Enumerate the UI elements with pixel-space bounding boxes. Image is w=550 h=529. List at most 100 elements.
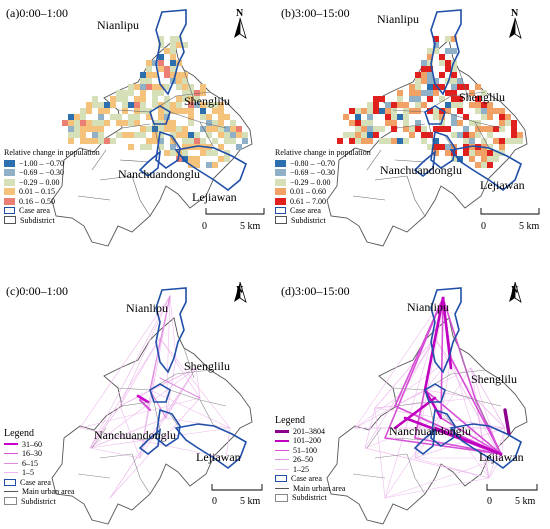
- heat-cell: [164, 126, 170, 132]
- heat-cell: [128, 114, 134, 120]
- flow-line: [89, 367, 197, 449]
- heat-cell: [176, 126, 182, 132]
- heat-cell: [194, 138, 200, 144]
- heat-cell: [98, 102, 104, 108]
- heat-cell: [134, 96, 140, 102]
- heat-cell: [337, 138, 343, 144]
- legend-item: −0.29 – 0.00: [275, 178, 371, 188]
- heat-cell: [170, 108, 176, 114]
- heat-cell: [188, 114, 194, 120]
- legend-label: −0.69 – −0.30: [19, 168, 65, 177]
- legend-item: 0.01 – 0.60: [275, 187, 371, 197]
- legend-d: Legend 201–3804 101–200 51–100 26–50 1–2…: [275, 416, 345, 503]
- case-area-outline: [424, 383, 446, 403]
- heat-cell: [68, 126, 74, 132]
- case-area-outline: [449, 423, 522, 470]
- heat-cell: [391, 114, 397, 120]
- panel-a: (a)0:00–1:00 Nianlipu Shenglilu Nanchuan…: [0, 0, 275, 264]
- heat-cell: [427, 72, 433, 78]
- heat-cell: [86, 102, 92, 108]
- legend-line: [275, 439, 289, 442]
- flow-line: [503, 408, 511, 436]
- flow-line: [384, 295, 446, 499]
- heat-cell: [236, 126, 242, 132]
- heat-cell: [182, 42, 188, 48]
- flow-line: [423, 296, 445, 392]
- heat-cell: [194, 156, 200, 162]
- subdistrict-line: [458, 347, 470, 379]
- heat-cell: [457, 84, 463, 90]
- case-area-outline: [149, 383, 171, 403]
- flow-line: [149, 367, 197, 391]
- heat-cell: [158, 42, 164, 48]
- legend-item: Main urban area: [4, 487, 74, 497]
- heat-cell: [242, 138, 248, 144]
- scale-zero: 0: [202, 221, 207, 232]
- heat-cell: [457, 108, 463, 114]
- heat-cell: [218, 102, 224, 108]
- heat-cell: [116, 90, 122, 96]
- heat-cell: [176, 132, 182, 138]
- legend-label: 101–200: [293, 436, 321, 445]
- heat-cell: [439, 96, 445, 102]
- flow-line: [169, 295, 177, 359]
- legend-swatch: [275, 207, 286, 215]
- subdistrict-line: [428, 123, 436, 153]
- heat-cell: [86, 126, 92, 132]
- heat-cell: [451, 36, 457, 42]
- legend-item: 1–5: [4, 468, 74, 478]
- flow-line: [384, 437, 502, 455]
- heat-cell: [421, 138, 427, 144]
- heat-cell: [164, 114, 170, 120]
- heat-cell: [122, 132, 128, 138]
- heat-cell: [146, 72, 152, 78]
- heat-cell: [206, 114, 212, 120]
- heat-cell: [433, 36, 439, 42]
- heat-cell: [164, 84, 170, 90]
- heat-cell: [176, 72, 182, 78]
- heat-cell: [349, 120, 355, 126]
- heat-cell: [104, 108, 110, 114]
- heat-cell: [92, 126, 98, 132]
- legend-swatch: [4, 497, 17, 506]
- heat-cell: [463, 114, 469, 120]
- heat-cell: [194, 96, 200, 102]
- legend-title: Legend: [4, 428, 34, 439]
- subdistrict-line: [352, 195, 386, 201]
- heat-cell: [421, 90, 427, 96]
- heat-cell: [68, 120, 74, 126]
- heat-cell: [397, 138, 403, 144]
- heat-cell: [379, 126, 385, 132]
- heat-cell: [427, 78, 433, 84]
- heat-cell: [463, 126, 469, 132]
- heat-cell: [158, 90, 164, 96]
- north-arrow-right: [514, 17, 522, 39]
- subdistrict-line: [450, 91, 486, 97]
- heat-cell: [134, 102, 140, 108]
- heat-cell: [188, 102, 194, 108]
- heat-cell: [206, 150, 212, 156]
- heat-cell: [403, 138, 409, 144]
- heat-cell: [361, 132, 367, 138]
- heat-cell: [415, 102, 421, 108]
- heat-cell: [188, 96, 194, 102]
- heat-cell: [367, 138, 373, 144]
- heat-cell: [182, 72, 188, 78]
- heat-cell: [140, 108, 146, 114]
- heat-cell: [355, 126, 361, 132]
- subdistrict-line: [406, 453, 416, 479]
- heat-cell: [188, 138, 194, 144]
- heat-cell: [188, 156, 194, 162]
- heat-cell: [86, 120, 92, 126]
- flow-line: [89, 427, 231, 449]
- heat-cell: [367, 102, 373, 108]
- scale-zero: 0: [481, 221, 486, 232]
- subdistrict-line: [169, 413, 179, 427]
- heat-cell: [98, 126, 104, 132]
- heat-cell: [116, 96, 122, 102]
- flow-line: [89, 447, 141, 459]
- flow-line: [136, 394, 150, 404]
- heat-cell: [170, 132, 176, 138]
- flow-line: [440, 417, 502, 455]
- heat-cell: [505, 114, 511, 120]
